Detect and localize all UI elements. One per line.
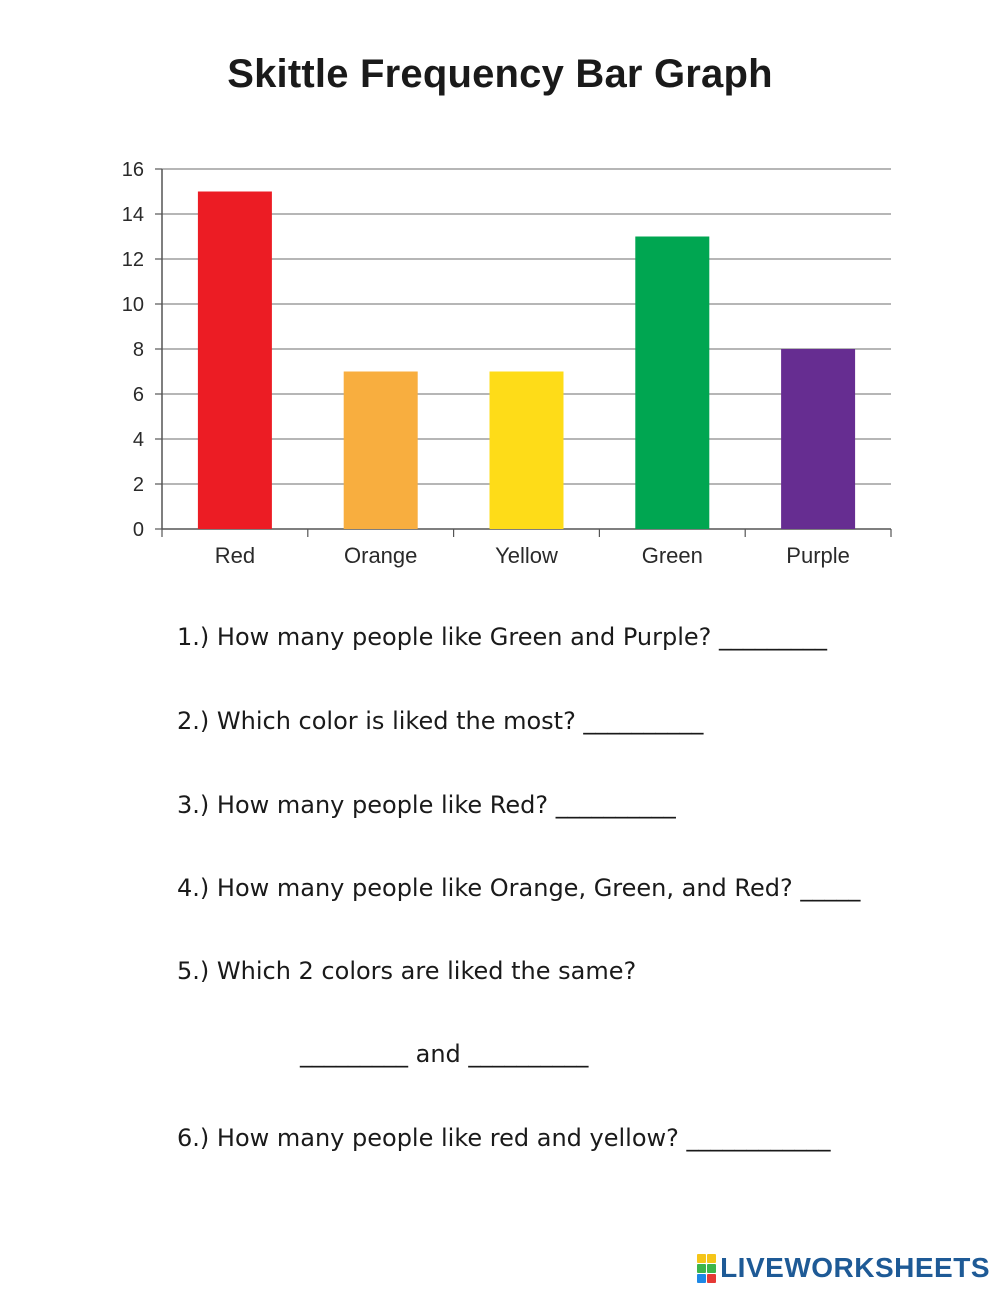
bar-red — [197, 191, 272, 529]
chart-title: Skittle Frequency Bar Graph — [227, 52, 773, 96]
y-tick-label: 16 — [122, 159, 144, 181]
x-tick-label: Green — [642, 543, 703, 568]
y-tick-label: 4 — [133, 429, 144, 451]
bar-green — [635, 236, 710, 529]
liveworksheets-logo[interactable]: LIVEWORKSHEETS — [697, 1251, 990, 1285]
y-tick-label: 2 — [133, 474, 144, 496]
question-3: 3.) How many people like Red? __________ — [177, 791, 676, 819]
bar-purple — [781, 349, 856, 529]
x-tick-label: Yellow — [495, 543, 558, 568]
question-6: 6.) How many people like red and yellow?… — [177, 1124, 831, 1152]
y-tick-label: 12 — [122, 249, 144, 271]
x-tick-label: Orange — [344, 543, 417, 568]
y-tick-label: 6 — [133, 384, 144, 406]
y-tick-label: 14 — [122, 204, 144, 226]
question-1: 1.) How many people like Green and Purpl… — [177, 623, 828, 651]
y-tick-label: 10 — [122, 294, 144, 316]
y-tick-label: 0 — [133, 519, 144, 541]
question-5: 5.) Which 2 colors are liked the same? — [177, 957, 637, 985]
question-5-answer-blanks: _________ and __________ — [300, 1040, 589, 1068]
bar-yellow — [489, 371, 564, 529]
liveworksheets-logo-text: LIVEWORKSHEETS — [720, 1252, 990, 1283]
bar-chart: 0 2 4 6 8 10 12 14 16 Red Orange Yellow Green Purple — [122, 159, 892, 568]
bar-orange — [343, 371, 418, 529]
question-4: 4.) How many people like Orange, Green, … — [177, 874, 861, 902]
x-tick-label: Red — [215, 543, 255, 568]
question-2: 2.) Which color is liked the most? _____… — [177, 707, 704, 735]
x-tick-label: Purple — [786, 543, 850, 568]
y-tick-label: 8 — [133, 339, 144, 361]
liveworksheets-logo-icon — [697, 1253, 717, 1283]
